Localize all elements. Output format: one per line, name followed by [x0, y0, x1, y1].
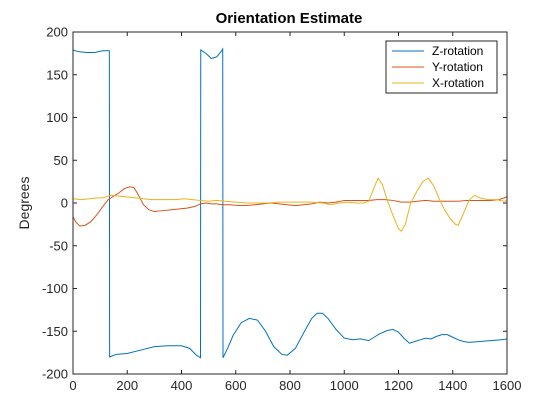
x-tick-label: 1600: [493, 378, 522, 393]
legend-label-x-rotation: X-rotation: [432, 76, 484, 90]
x-tick-label: 200: [116, 378, 138, 393]
y-tick-label: -150: [42, 324, 68, 339]
plot-area: 0 200 400 600 800 1000 1200 1400 1600-200-150-10…: [42, 25, 521, 394]
x-tick-label: 1400: [438, 378, 467, 393]
y-tick-label: 200: [46, 25, 68, 40]
x-tick-label: 800: [279, 378, 301, 393]
series-line-z-rotation: [73, 47, 507, 359]
x-tick-label: 0: [69, 378, 76, 393]
x-tick-label: 600: [225, 378, 247, 393]
y-axis-label: Degrees: [16, 177, 32, 230]
legend-label-y-rotation: Y-rotation: [432, 60, 483, 74]
y-tick-label: 50: [54, 153, 68, 168]
x-tick-label: 1000: [330, 378, 359, 393]
chart-title: Orientation Estimate: [216, 10, 363, 27]
legend-label-z-rotation: Z-rotation: [432, 44, 483, 58]
legend: Z-rotation Y-rotation X-rotation: [385, 40, 498, 94]
y-tick-label: 0: [61, 196, 68, 211]
y-tick-label: 150: [46, 67, 68, 82]
y-tick-label: -200: [42, 367, 68, 382]
series-line-y-rotation: [73, 186, 507, 227]
y-tick-label: 100: [46, 110, 68, 125]
series-line-x-rotation: [73, 177, 507, 233]
y-tick-label: -100: [42, 281, 68, 296]
x-tick-label: 1200: [384, 378, 413, 393]
y-tick-label: -50: [49, 238, 68, 253]
x-tick-label: 400: [171, 378, 193, 393]
